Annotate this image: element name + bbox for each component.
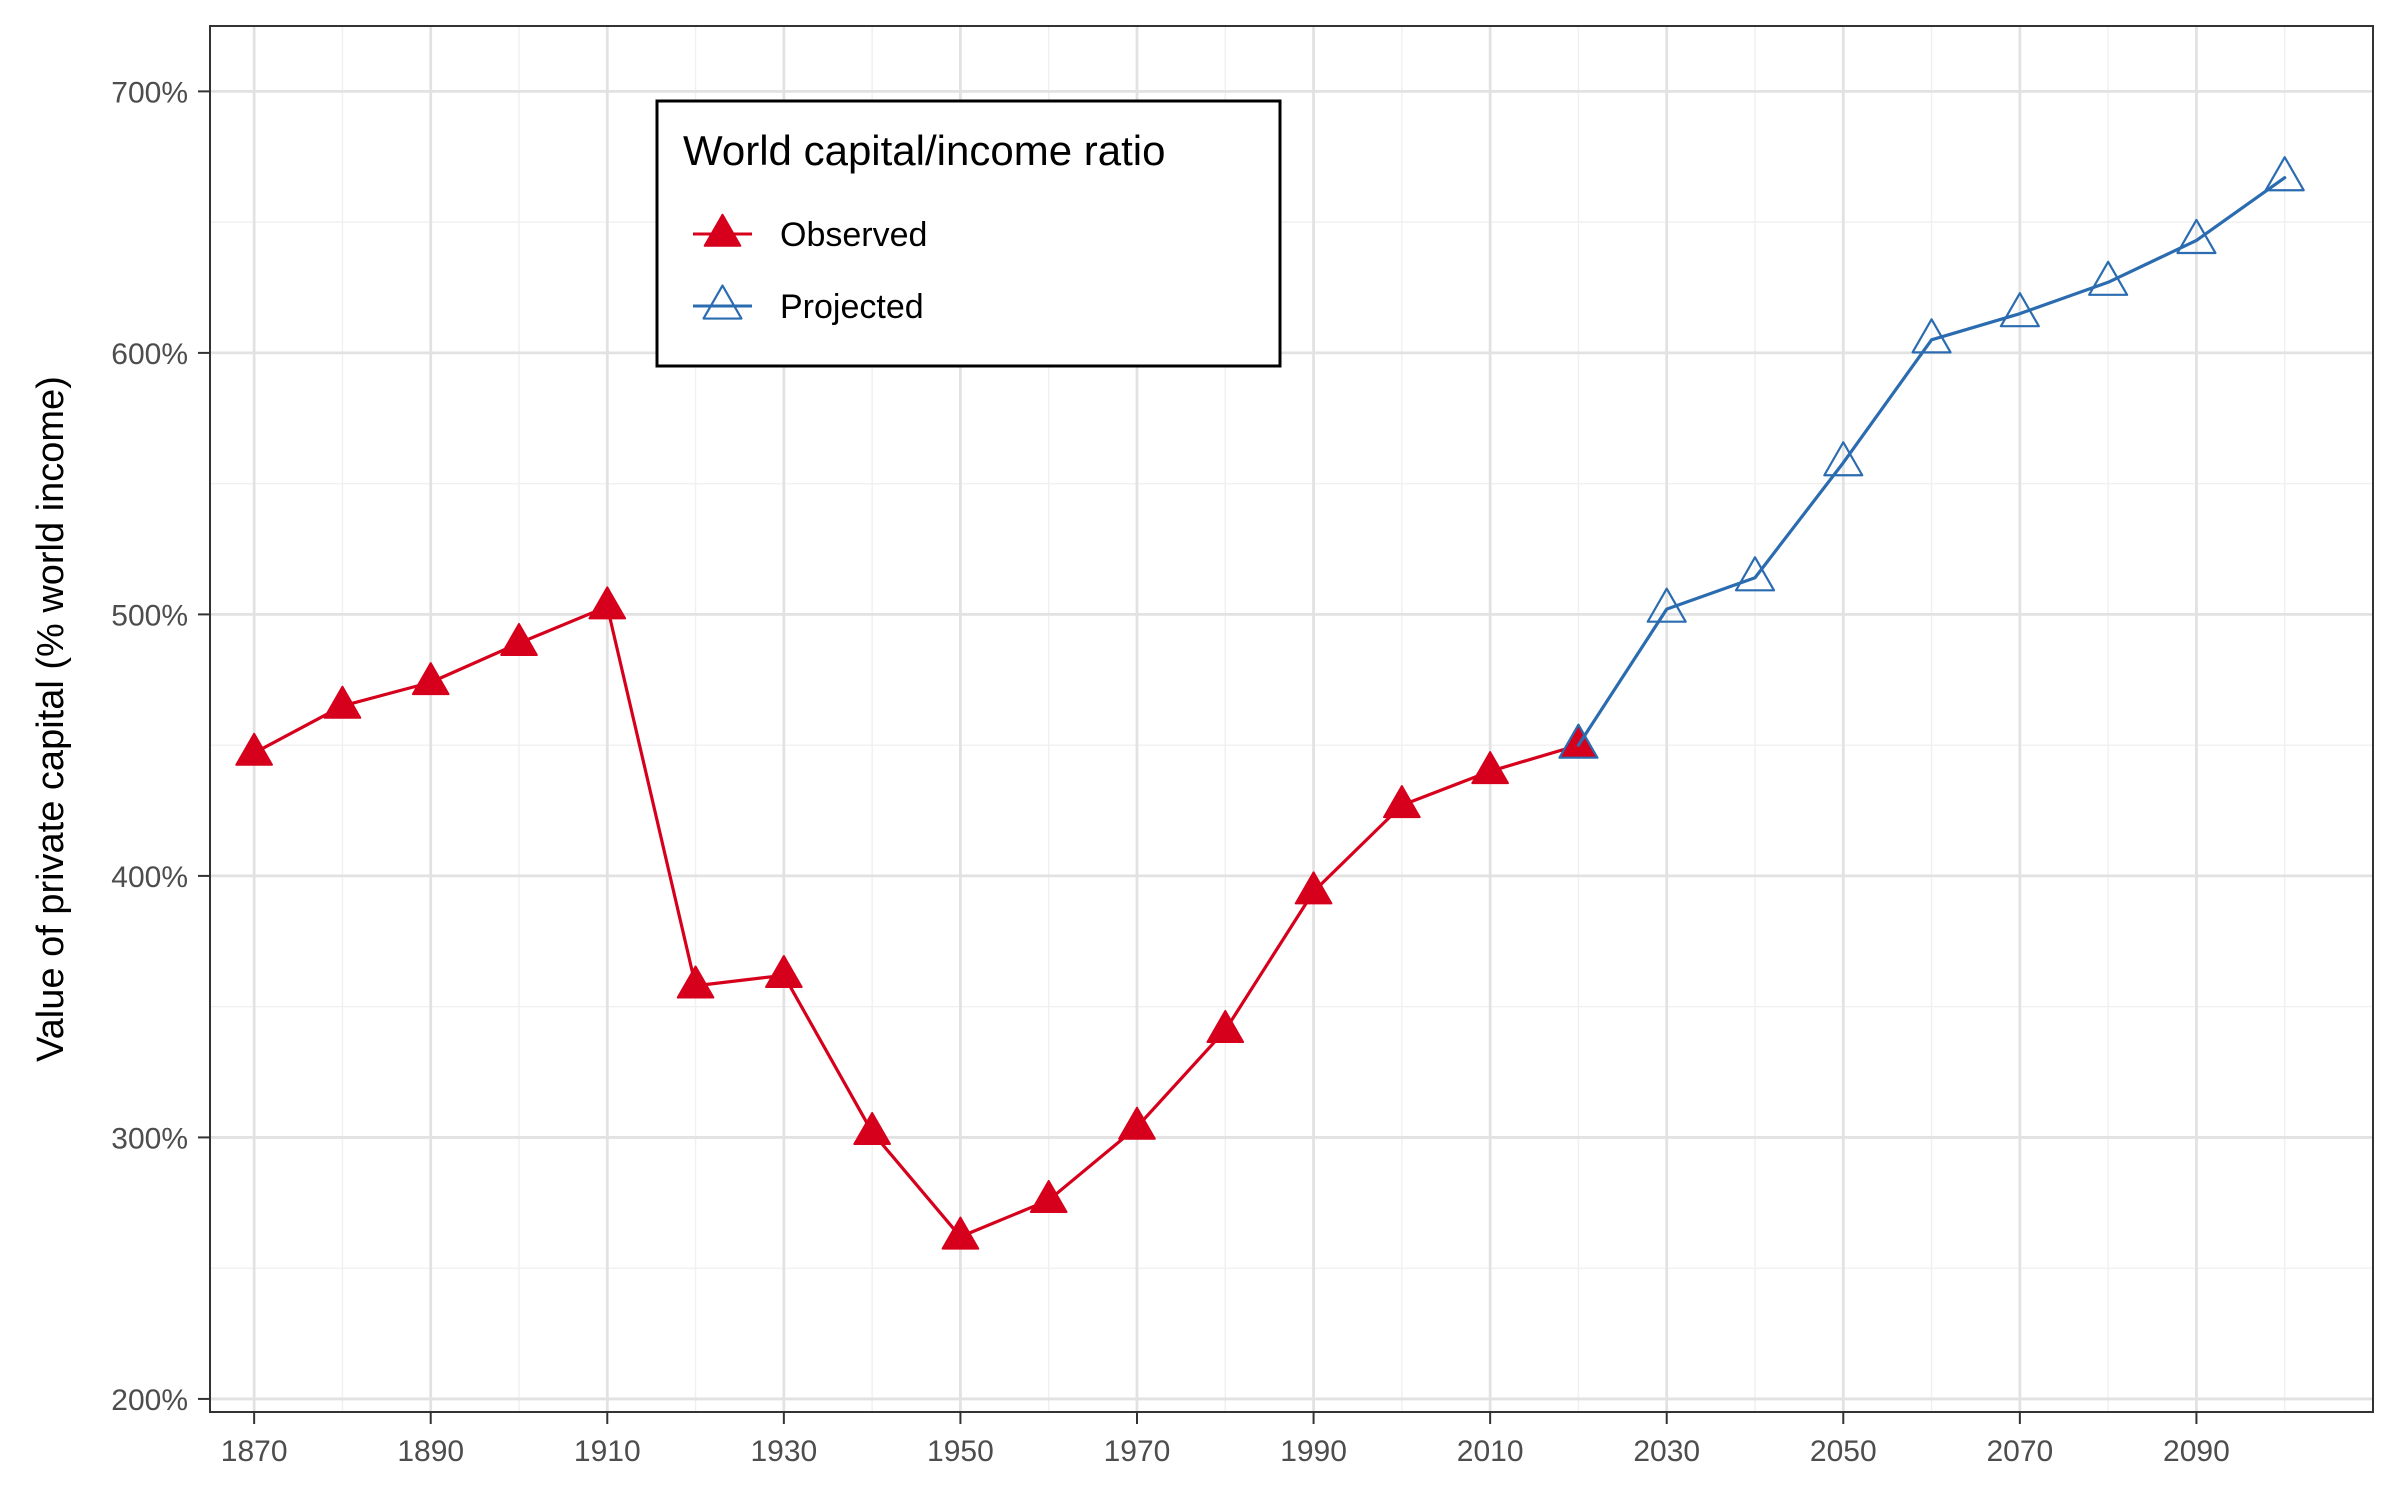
legend-marker-observed: [703, 213, 742, 247]
data-point-projected: [1646, 587, 1687, 623]
y-tick-label: 600%: [111, 338, 188, 371]
legend-label-projected: Projected: [780, 288, 924, 326]
y-tick-label: 400%: [111, 861, 188, 894]
plot-border: [209, 25, 2374, 1413]
legend-title: World capital/income ratio: [683, 127, 1165, 174]
series-line-observed: [252, 604, 1581, 1239]
legend: World capital/income ratio Observed Proje…: [655, 99, 1282, 368]
data-point-observed: [853, 1111, 891, 1145]
y-tick-label: 200%: [111, 1384, 188, 1417]
data-point-observed: [765, 955, 803, 989]
data-point-observed: [941, 1216, 980, 1250]
y-tick-label: 300%: [111, 1122, 188, 1155]
legend-items: Observed Projected: [693, 213, 927, 326]
data-point-projected: [2264, 156, 2305, 192]
legend-marker-projected: [702, 284, 743, 320]
data-point-projected: [1999, 292, 2040, 328]
data-point-observed: [676, 965, 715, 999]
data-point-projected: [2176, 218, 2217, 255]
x-tick-label: 1890: [397, 1435, 464, 1468]
x-tick-label: 2090: [2163, 1435, 2230, 1468]
legend-box: [655, 99, 1282, 368]
x-tick-label: 1990: [1280, 1435, 1347, 1468]
y-tick-label: 700%: [111, 76, 188, 109]
x-tick-label: 1950: [927, 1435, 994, 1468]
data-point-observed: [323, 685, 362, 719]
series-layer: [235, 156, 2305, 1250]
y-tick-label: 500%: [111, 599, 188, 632]
data-point-projected: [1823, 441, 1864, 477]
x-tick-label: 1910: [574, 1435, 641, 1468]
data-point-observed: [1294, 871, 1333, 905]
series-line-projected: [1576, 176, 2287, 747]
data-point-observed: [1206, 1009, 1245, 1043]
data-point-projected: [1734, 556, 1776, 592]
data-point-projected: [1911, 318, 1952, 354]
data-point-observed: [588, 586, 627, 620]
data-point-observed: [235, 732, 273, 766]
x-tick-label: 1870: [221, 1435, 288, 1468]
data-point-observed: [1029, 1179, 1068, 1213]
legend-label-observed: Observed: [780, 216, 927, 254]
x-tick-label: 2010: [1457, 1435, 1524, 1468]
data-point-observed: [1471, 751, 1509, 785]
data-point-projected: [1558, 723, 1599, 759]
x-tick-label: 2030: [1633, 1435, 1700, 1468]
data-point-observed: [411, 662, 450, 696]
x-tick-label: 1970: [1104, 1435, 1171, 1468]
x-tick-label: 1930: [750, 1435, 817, 1468]
y-axis-title: Value of private capital (% world income…: [30, 376, 72, 1062]
data-point-observed: [1383, 785, 1421, 819]
x-tick-label: 2070: [1986, 1435, 2053, 1468]
x-tick-label: 2050: [1810, 1435, 1877, 1468]
data-point-observed: [1118, 1106, 1156, 1140]
data-point-observed: [500, 622, 538, 656]
axis-layer: 1870 1890 1910 1930 1950 1970 1990 2010 2030 2050…: [111, 76, 2230, 1468]
data-point-projected: [2088, 260, 2129, 296]
